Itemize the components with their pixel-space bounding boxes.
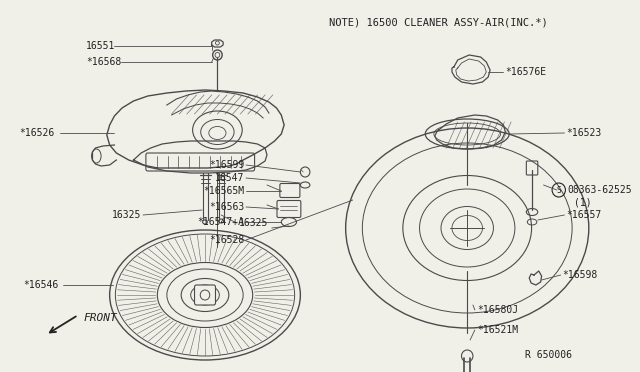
Text: *16547+A: *16547+A — [197, 217, 244, 227]
Text: *16580J: *16580J — [477, 305, 518, 315]
Text: *16546: *16546 — [23, 280, 58, 290]
Text: NOTE) 16500 CLEANER ASSY-AIR(INC.*): NOTE) 16500 CLEANER ASSY-AIR(INC.*) — [329, 17, 548, 27]
Text: (1): (1) — [574, 197, 591, 207]
Text: 16547: 16547 — [215, 173, 244, 183]
Text: R 650006: R 650006 — [525, 350, 572, 360]
Text: *16576E: *16576E — [506, 67, 547, 77]
Text: *16528: *16528 — [209, 235, 244, 245]
Text: *16521M: *16521M — [477, 325, 518, 335]
Text: *16565M: *16565M — [203, 186, 244, 196]
Text: *16523: *16523 — [566, 128, 602, 138]
Text: FRONT: FRONT — [84, 313, 118, 323]
Text: *16568: *16568 — [86, 57, 121, 67]
Text: *16526: *16526 — [19, 128, 54, 138]
Text: 08363-62525: 08363-62525 — [567, 185, 632, 195]
Text: 16551: 16551 — [86, 41, 115, 51]
Text: 16325: 16325 — [112, 210, 141, 220]
Text: *16599: *16599 — [209, 160, 244, 170]
FancyBboxPatch shape — [195, 285, 216, 305]
Text: *16598: *16598 — [563, 270, 598, 280]
Text: *16563: *16563 — [209, 202, 244, 212]
Text: S: S — [556, 186, 561, 195]
Text: 16325: 16325 — [238, 218, 268, 228]
Text: *16557: *16557 — [566, 210, 602, 220]
